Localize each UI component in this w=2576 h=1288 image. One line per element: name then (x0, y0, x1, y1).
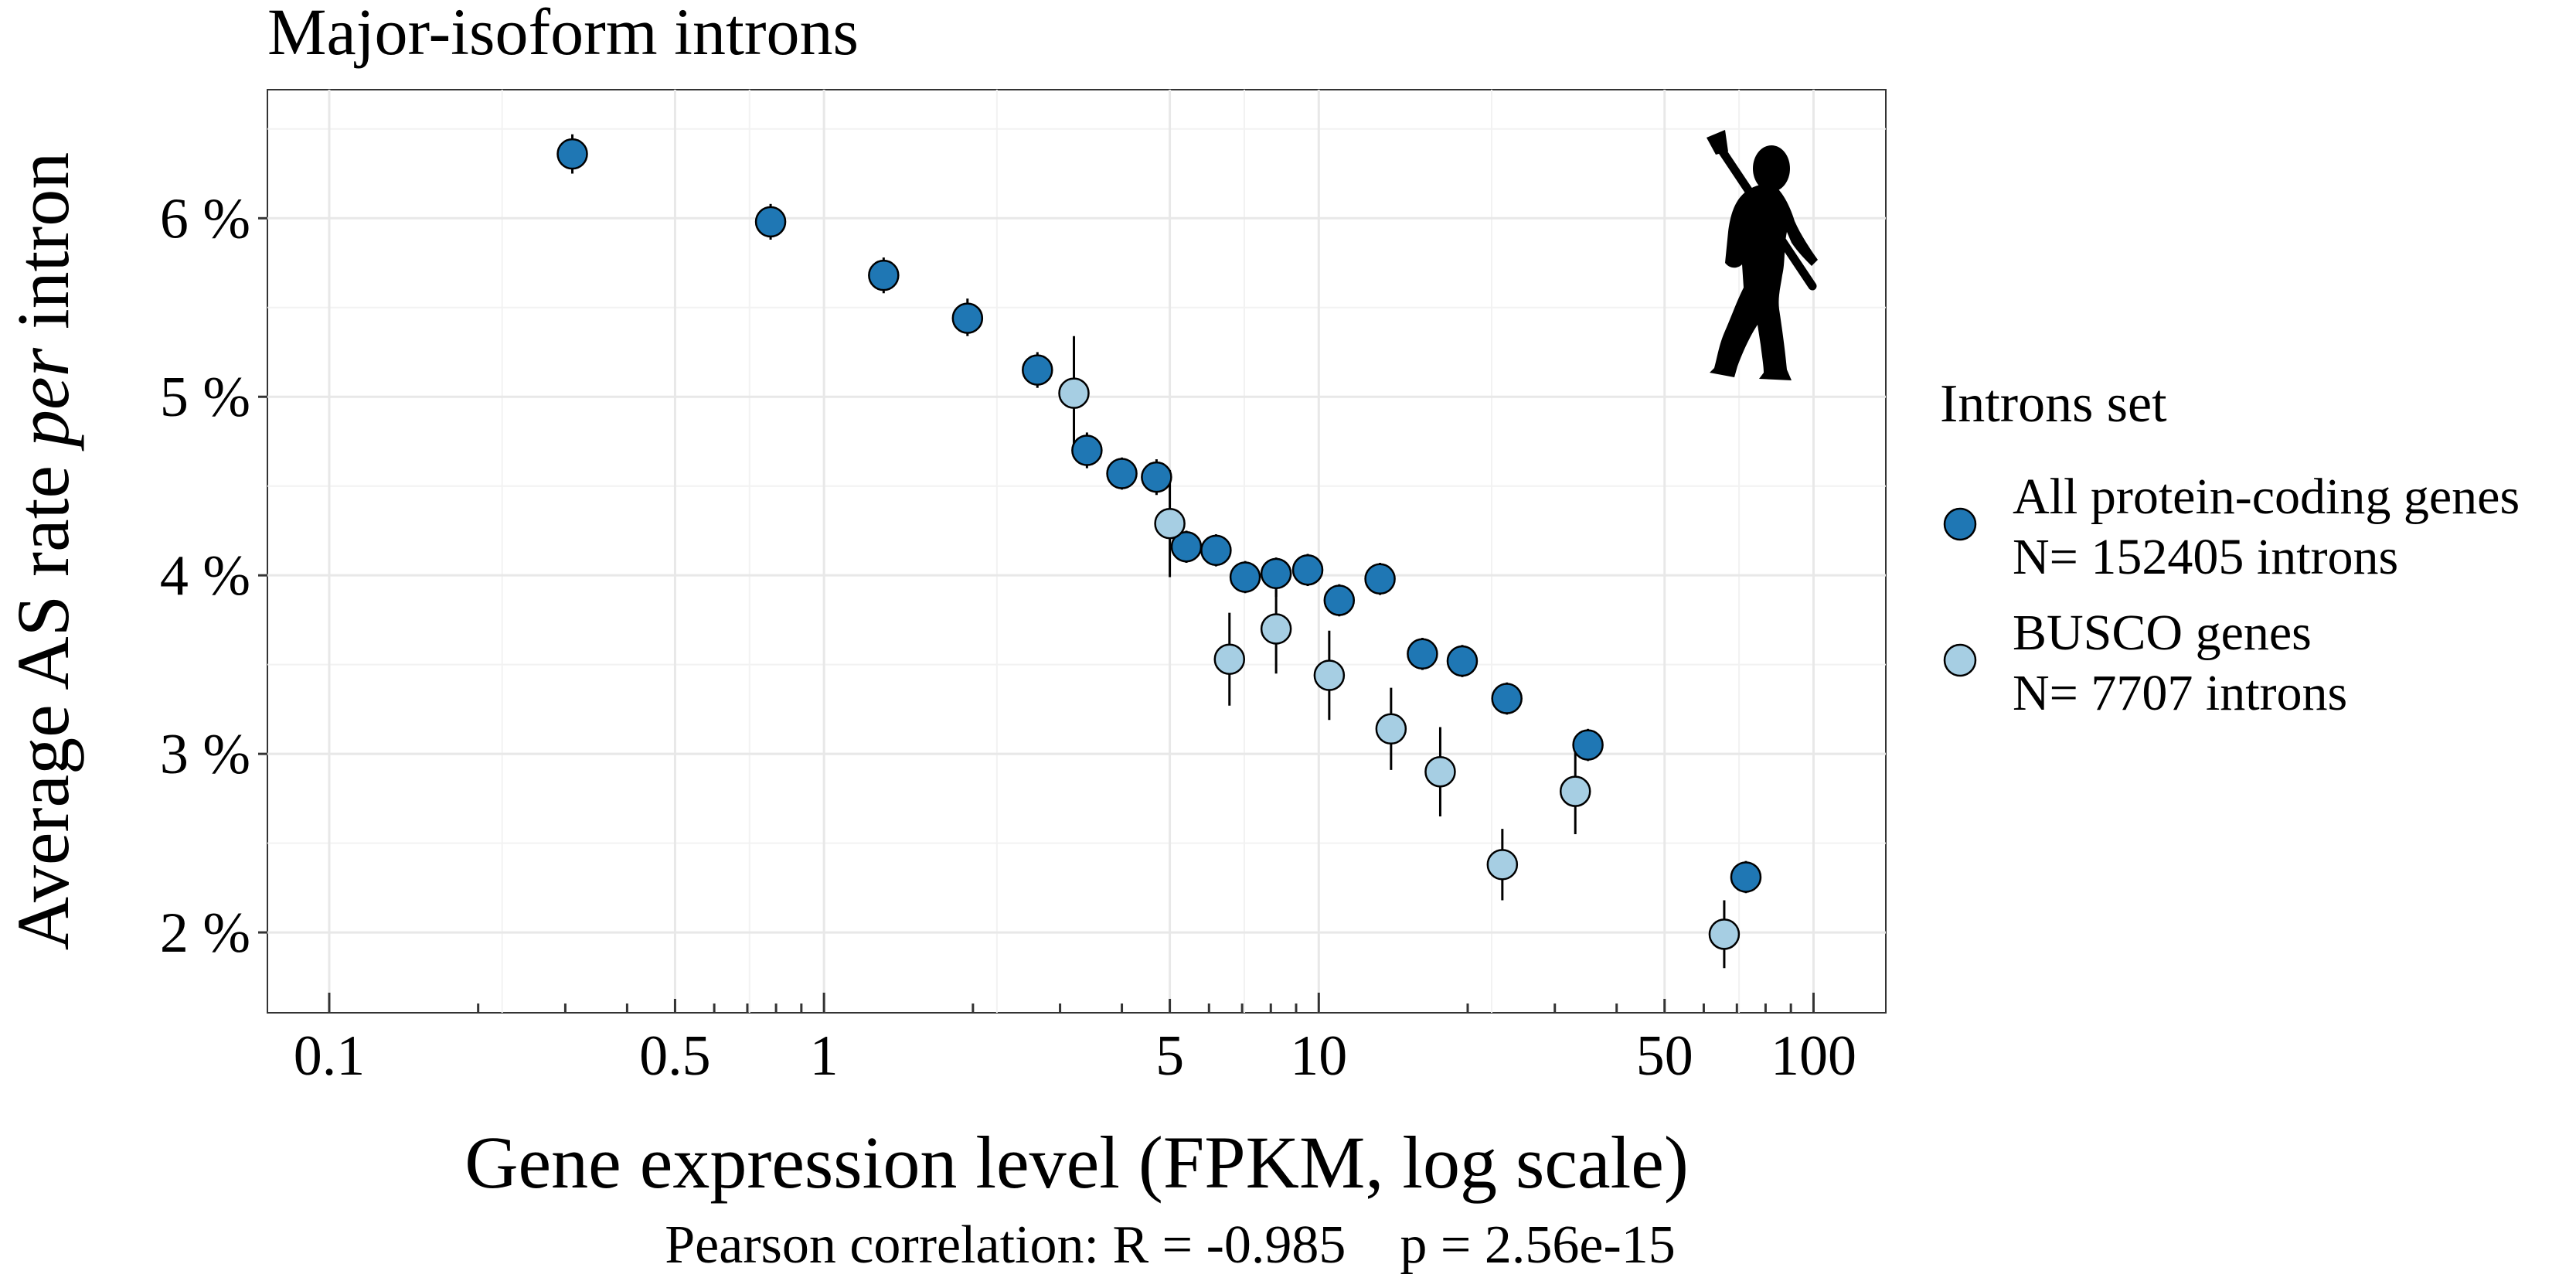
y-tick-label: 4 % (160, 544, 250, 608)
gridlines (267, 90, 1886, 1013)
data-point-all-protein-coding (1730, 861, 1762, 893)
data-point-all-protein-coding (868, 259, 900, 291)
legend-label-all-protein-coding: All protein-coding genes (2013, 469, 2520, 525)
legend-count-busco: N= 7707 introns (2013, 665, 2347, 721)
x-tick-label: 10 (1290, 1024, 1347, 1088)
neanderthal-silhouette-icon (1707, 130, 1818, 380)
data-point-all-protein-coding (1200, 534, 1232, 567)
x-tick-label: 0.5 (639, 1024, 711, 1088)
data-point-all-protein-coding (1491, 683, 1523, 714)
data-point-all-protein-coding (1141, 461, 1172, 493)
data-point-busco (1313, 659, 1346, 691)
data-point-all-protein-coding (1407, 638, 1438, 670)
data-point-busco (1559, 775, 1591, 807)
legend: Introns set All protein-coding genes N= … (1940, 374, 2520, 721)
data-point-busco (1058, 377, 1090, 409)
axes: 2 % 3 % 4 % 5 % 6 % 0.1 0.5 1 5 10 50 100 (160, 187, 1856, 1088)
data-point-all-protein-coding (1446, 645, 1479, 677)
legend-label-busco: BUSCO genes (2013, 605, 2312, 661)
legend-key-all-protein-coding (1943, 507, 1977, 541)
data-point-all-protein-coding (556, 138, 588, 170)
plot-panel (267, 89, 1887, 1014)
legend-title: Introns set (1940, 374, 2167, 434)
data-point-busco (1486, 849, 1519, 881)
data-points (556, 138, 1762, 950)
y-tick-label: 5 % (160, 366, 250, 429)
legend-count-all-protein-coding: N= 152405 introns (2013, 529, 2398, 585)
data-point-busco (1213, 643, 1246, 675)
data-point-busco (1154, 507, 1186, 540)
data-point-all-protein-coding (1022, 354, 1053, 386)
chart-title: Major-isoform introns (267, 0, 859, 69)
x-tick-label: 0.1 (294, 1024, 366, 1088)
data-point-all-protein-coding (1260, 557, 1292, 590)
data-point-all-protein-coding (1229, 561, 1261, 593)
data-point-busco (1260, 613, 1292, 645)
y-axis-title: Average AS rate per intron (2, 152, 84, 951)
data-point-all-protein-coding (1106, 458, 1138, 489)
correlation-footnote: Pearson correlation: R = -0.985 p = 2.56… (665, 1215, 1676, 1275)
y-tick-label: 3 % (160, 723, 250, 786)
legend-key-busco (1943, 643, 1977, 677)
y-tick-label: 6 % (160, 187, 250, 250)
data-point-busco (1375, 713, 1407, 745)
data-point-busco (1708, 918, 1741, 950)
data-point-all-protein-coding (1572, 729, 1604, 761)
data-point-all-protein-coding (1071, 434, 1103, 466)
x-tick-label: 5 (1155, 1024, 1184, 1088)
x-tick-label: 50 (1636, 1024, 1693, 1088)
data-point-all-protein-coding (1364, 563, 1396, 595)
data-point-all-protein-coding (754, 206, 787, 238)
data-point-all-protein-coding (951, 302, 984, 334)
x-tick-label: 100 (1771, 1024, 1856, 1088)
data-point-busco (1424, 755, 1456, 788)
x-axis-title: Gene expression level (FPKM, log scale) (464, 1121, 1689, 1204)
data-point-all-protein-coding (1323, 584, 1356, 616)
y-tick-label: 2 % (160, 901, 250, 965)
x-tick-label: 1 (810, 1024, 839, 1088)
data-point-all-protein-coding (1291, 554, 1324, 586)
